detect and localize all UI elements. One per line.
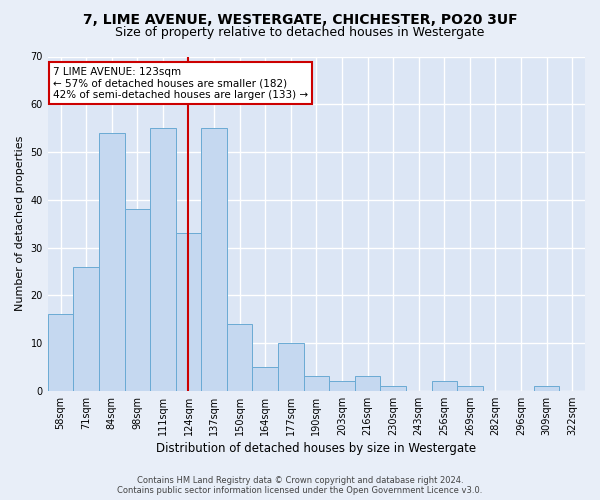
Bar bbox=[125, 210, 150, 391]
Bar bbox=[431, 382, 457, 391]
Bar bbox=[380, 386, 406, 391]
Bar bbox=[176, 233, 201, 391]
Bar bbox=[201, 128, 227, 391]
Bar bbox=[278, 343, 304, 391]
Bar bbox=[73, 266, 99, 391]
Text: 7, LIME AVENUE, WESTERGATE, CHICHESTER, PO20 3UF: 7, LIME AVENUE, WESTERGATE, CHICHESTER, … bbox=[83, 12, 517, 26]
Bar bbox=[150, 128, 176, 391]
Bar bbox=[457, 386, 482, 391]
Text: 7 LIME AVENUE: 123sqm
← 57% of detached houses are smaller (182)
42% of semi-det: 7 LIME AVENUE: 123sqm ← 57% of detached … bbox=[53, 66, 308, 100]
X-axis label: Distribution of detached houses by size in Westergate: Distribution of detached houses by size … bbox=[157, 442, 476, 455]
Bar bbox=[534, 386, 559, 391]
Bar bbox=[355, 376, 380, 391]
Y-axis label: Number of detached properties: Number of detached properties bbox=[15, 136, 25, 312]
Bar bbox=[48, 314, 73, 391]
Text: Contains HM Land Registry data © Crown copyright and database right 2024.
Contai: Contains HM Land Registry data © Crown c… bbox=[118, 476, 482, 495]
Text: Size of property relative to detached houses in Westergate: Size of property relative to detached ho… bbox=[115, 26, 485, 39]
Bar bbox=[304, 376, 329, 391]
Bar bbox=[227, 324, 253, 391]
Bar bbox=[329, 382, 355, 391]
Bar bbox=[253, 367, 278, 391]
Bar bbox=[99, 133, 125, 391]
